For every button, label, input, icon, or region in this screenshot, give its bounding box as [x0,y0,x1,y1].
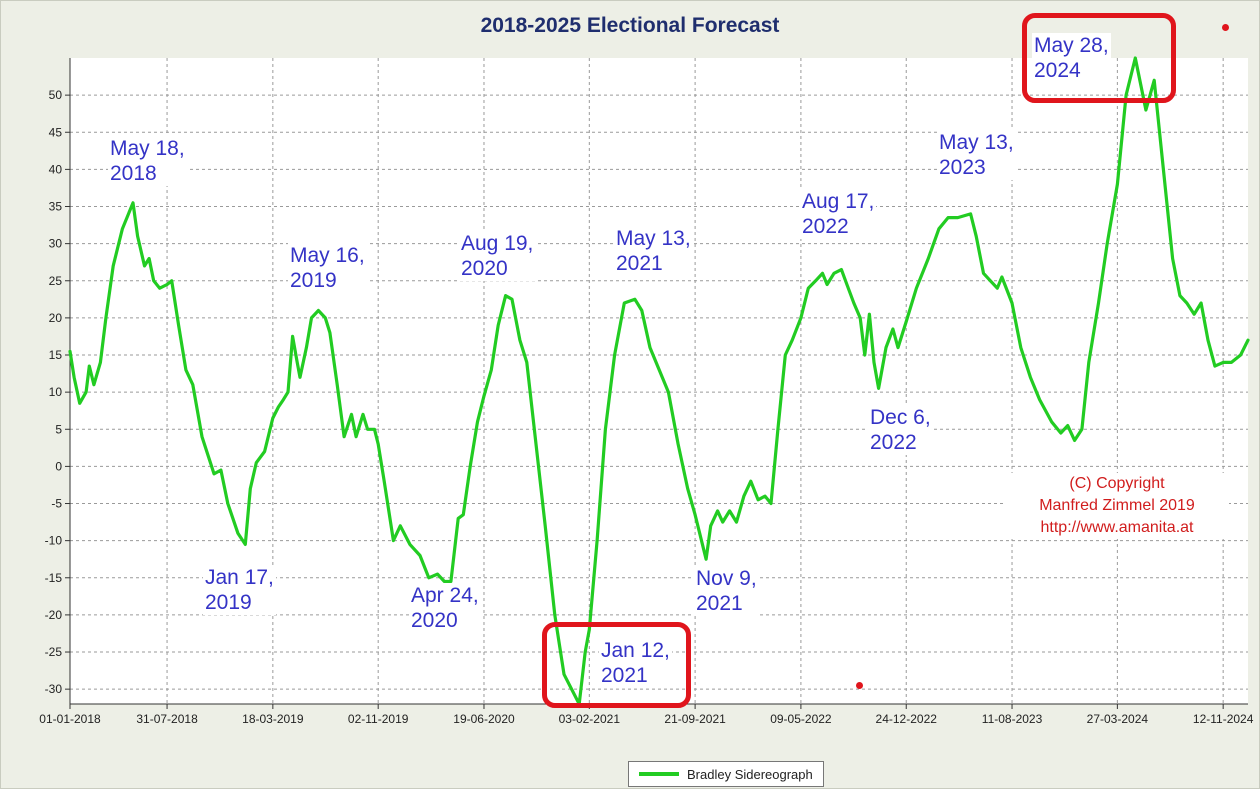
annotation-apr-24-2020: Apr 24, 2020 [409,583,481,633]
tick-label-x: 12-11-2024 [1193,712,1254,726]
tick-label-x: 27-03-2024 [1087,712,1149,726]
legend-swatch [639,772,679,776]
annotation-jan-17-2019: Jan 17, 2019 [203,565,276,615]
tick-label-x: 02-11-2019 [348,712,409,726]
tick-label-y: 35 [49,200,63,214]
tick-label-y: 25 [49,274,63,288]
tick-label-y: 30 [49,237,63,251]
red-dot-marker [856,682,863,689]
tick-label-y: 15 [49,348,63,362]
tick-label-x: 03-02-2021 [559,712,621,726]
tick-label-y: -25 [45,645,63,659]
tick-label-y: 45 [49,125,63,139]
copyright-line-1: (C) Copyright [1069,475,1165,492]
annotation-may-16-2019: May 16, 2019 [288,243,367,293]
tick-label-y: -15 [45,571,63,585]
tick-label-y: -10 [45,534,63,548]
tick-label-x: 21-09-2021 [664,712,726,726]
tick-label-y: 40 [49,162,63,176]
legend-label: Bradley Sidereograph [687,766,813,782]
series-layer [68,56,1250,706]
chart-title: 2018-2025 Electional Forecast [480,14,780,37]
highlight-box-may-2024 [1022,13,1176,103]
copyright-url: http://www.amanita.at [1040,519,1194,536]
tick-label-x: 18-03-2019 [242,712,304,726]
annotation-dec-6-2022: Dec 6, 2022 [868,405,933,455]
annotation-aug-17-2022: Aug 17, 2022 [800,189,877,239]
red-dot-marker [1222,24,1229,31]
tick-label-x: 19-06-2020 [453,712,515,726]
tick-label-y: 20 [49,311,63,325]
tick-label-y: 10 [49,385,63,399]
tick-label-x: 31-07-2018 [136,712,198,726]
annotation-may-18-2018: May 18, 2018 [108,136,187,186]
tick-label-y: 5 [55,422,62,436]
tick-label-y: -20 [45,608,63,622]
axes: -30 -25 -20 -15 -10 -5 0 5 10 15 20 25 30 35 40 45 50 01-… [39,58,1254,726]
tick-label-y: -30 [45,682,63,696]
annotation-nov-9-2021: Nov 9, 2021 [694,566,759,616]
annotation-may-13-2021: May 13, 2021 [614,226,693,276]
tick-label-x: 01-01-2018 [39,712,101,726]
tick-label-x: 11-08-2023 [982,712,1043,726]
legend: Bradley Sidereograph [628,761,824,787]
tick-label-y: 50 [49,88,63,102]
highlight-box-jan-2021 [542,622,691,708]
annotation-may-28-2024: May 28, 2024 [1032,33,1111,83]
tick-label-y: 0 [55,459,62,473]
tick-label-x: 09-05-2022 [770,712,832,726]
tick-label-y: -5 [51,497,62,511]
tick-label-x: 24-12-2022 [876,712,938,726]
annotation-may-13-2023: May 13, 2023 [937,130,1016,180]
copyright-author: Manfred Zimmel 2019 [1039,497,1195,514]
series-line-bradley-sidereograph [68,56,1250,706]
copyright-notice: (C) Copyright Manfred Zimmel 2019 http:/… [1005,473,1229,539]
annotation-aug-19-2020: Aug 19, 2020 [459,231,536,281]
annotation-jan-12-2021: Jan 12, 2021 [599,638,672,688]
